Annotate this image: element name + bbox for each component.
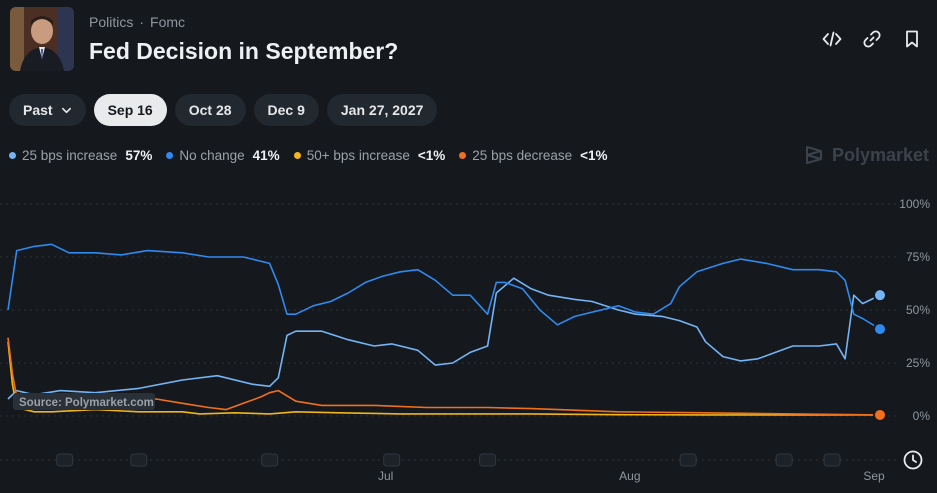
y-axis-labels: 100% 75% 50% 25% 0% — [899, 197, 930, 423]
polymarket-logo-icon — [805, 146, 822, 164]
tab-past[interactable]: Past — [9, 94, 86, 126]
series-end-point — [873, 407, 887, 422]
legend-swatch — [459, 152, 467, 159]
x-tick-label: Aug — [619, 469, 640, 483]
timeline-marker — [679, 453, 697, 467]
brand-name: Polymarket — [831, 144, 929, 165]
page-title: Fed Decision in September? — [89, 38, 399, 64]
legend-value: <1% — [580, 148, 608, 163]
tab-label: Dec 9 — [267, 102, 305, 118]
date-tabs: Past Sep 16 Oct 28 Dec 9 Jan 27, 2027 — [9, 94, 438, 126]
x-axis: Jul Aug Sep — [0, 453, 900, 483]
timeline-marker — [130, 453, 148, 467]
legend-swatch — [293, 152, 301, 159]
legend-label: 25 bps increase — [22, 148, 118, 163]
bookmark-icon — [906, 30, 918, 48]
legend-value: <1% — [417, 148, 446, 163]
x-tick-label: Sep — [863, 469, 885, 483]
clock-icon — [903, 450, 923, 470]
legend-item-no-change[interactable]: No change 41% — [166, 148, 280, 163]
time-range-button[interactable] — [901, 448, 925, 472]
timeline-marker — [261, 453, 279, 467]
timeline-marker — [775, 453, 793, 467]
y-tick-label: 75% — [906, 250, 930, 264]
header-actions — [821, 28, 923, 50]
timeline-marker — [479, 453, 497, 467]
tab-dec-9[interactable]: Dec 9 — [253, 94, 319, 126]
legend-item-50-bps-increase[interactable]: 50+ bps increase <1% — [293, 148, 446, 163]
tab-sep-16[interactable]: Sep 16 — [93, 94, 167, 126]
legend-label: No change — [179, 148, 245, 163]
bookmark-button[interactable] — [901, 28, 923, 50]
source-label-group: Source: Polymarket.com — [13, 393, 155, 410]
link-icon — [863, 30, 881, 48]
series-line — [7, 243, 881, 330]
y-tick-label: 0% — [913, 409, 931, 423]
embed-button[interactable] — [821, 28, 843, 50]
market-thumbnail — [10, 7, 74, 71]
copy-link-button[interactable] — [861, 28, 883, 50]
tab-oct-28[interactable]: Oct 28 — [174, 94, 246, 126]
timeline-marker — [823, 453, 841, 467]
breadcrumb-category[interactable]: Politics — [89, 14, 134, 30]
probability-chart[interactable]: Jul Aug Sep 100% 75% 50% 25% 0% Source: Polyma… — [0, 180, 937, 493]
y-tick-label: 100% — [899, 197, 930, 211]
timeline-marker — [383, 453, 401, 467]
embed-icon — [822, 31, 842, 47]
legend-swatch — [166, 152, 174, 159]
polymarket-watermark: Polymarket — [803, 144, 929, 166]
series-line — [7, 277, 881, 400]
tab-label: Past — [23, 102, 53, 118]
legend-swatch — [9, 152, 16, 159]
legend-label: 50+ bps increase — [306, 148, 410, 163]
y-tick-label: 50% — [906, 303, 930, 317]
x-tick-label: Jul — [378, 469, 393, 483]
series-end-point — [873, 288, 887, 303]
source-label-bg — [13, 393, 155, 410]
series-line — [7, 341, 880, 416]
tab-label: Sep 16 — [107, 102, 153, 118]
legend-value: 41% — [252, 148, 280, 163]
tab-jan-27-2027[interactable]: Jan 27, 2027 — [326, 94, 438, 126]
chart-legend: 25 bps increase 57% No change 41% 50+ bps … — [9, 148, 608, 163]
y-tick-label: 25% — [906, 356, 930, 370]
market-thumbnail-image — [10, 7, 74, 71]
legend-label: 25 bps decrease — [472, 148, 573, 163]
legend-item-25-bps-decrease[interactable]: 25 bps decrease <1% — [459, 148, 608, 163]
series-end-point — [873, 322, 887, 337]
source-label: Source: Polymarket.com — [19, 397, 154, 409]
tab-label: Jan 27, 2027 — [340, 102, 424, 118]
legend-value: 57% — [125, 148, 153, 163]
chart-grid — [0, 203, 900, 417]
breadcrumb-subcategory[interactable]: Fomc — [150, 14, 186, 30]
tab-label: Oct 28 — [188, 102, 232, 118]
timeline-marker — [56, 453, 74, 467]
breadcrumb: Politics · Fomc — [89, 14, 186, 30]
chevron-down-icon — [61, 107, 71, 113]
legend-item-25-bps-increase[interactable]: 25 bps increase 57% — [9, 148, 152, 163]
